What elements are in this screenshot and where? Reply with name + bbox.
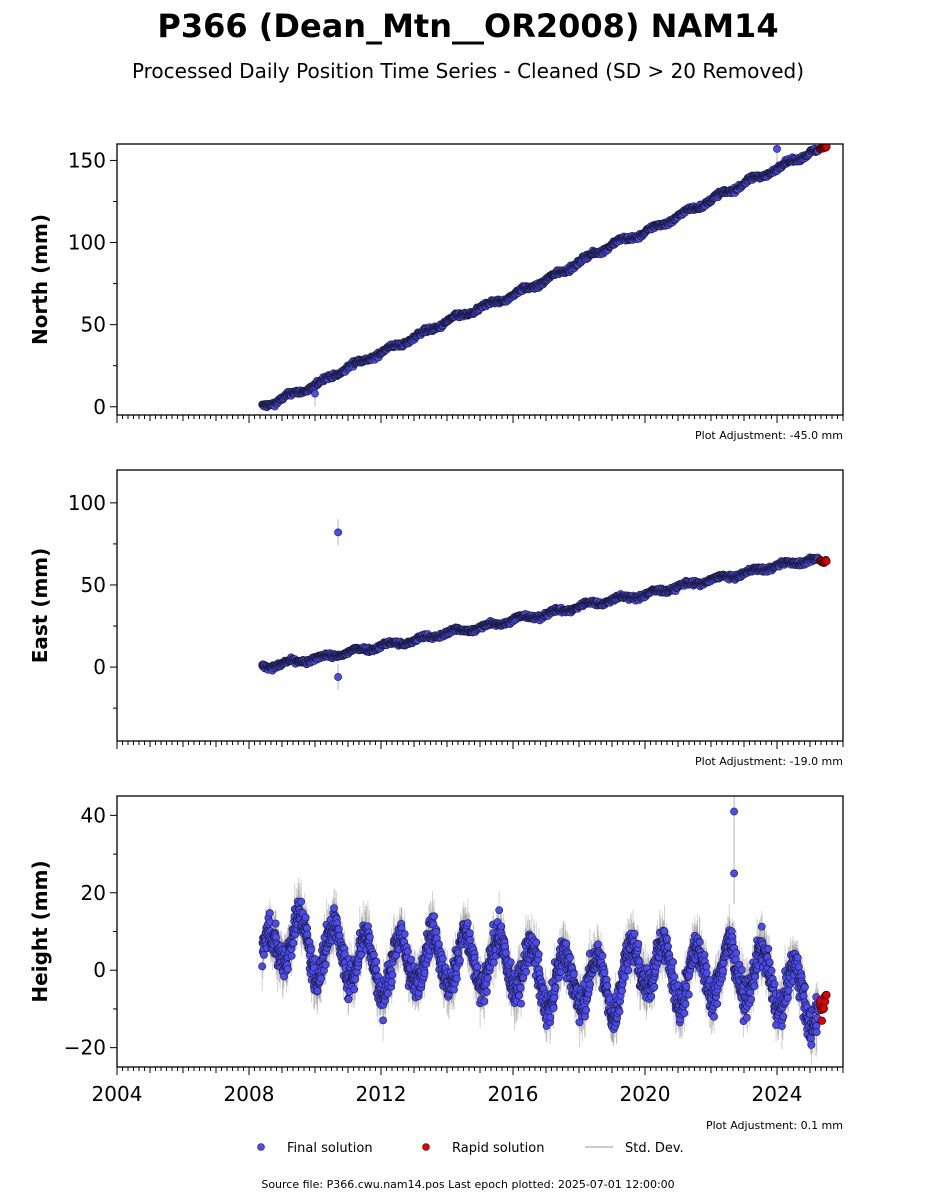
north-axis-label: North (mm) bbox=[28, 214, 52, 345]
outlier-point bbox=[311, 389, 319, 398]
outlier-point bbox=[773, 145, 781, 153]
north-plot-adjustment: Plot Adjustment: -45.0 mm bbox=[695, 429, 843, 442]
y-tick-label: 100 bbox=[68, 231, 106, 255]
y-tick-label: 0 bbox=[93, 395, 106, 419]
north-plot-area bbox=[258, 144, 831, 412]
north-final-solution-points bbox=[258, 144, 823, 412]
north-panel: 0 50 100 150 North (mm) Plot Adjustment: -45.… bbox=[28, 143, 844, 442]
east-std-dev-bars bbox=[261, 519, 819, 691]
figure-subtitle: Processed Daily Position Time Series - C… bbox=[132, 59, 804, 83]
y-tick-label: 50 bbox=[81, 313, 106, 337]
east-final-solution-points bbox=[258, 528, 823, 681]
east-plot-area bbox=[258, 519, 831, 691]
y-tick-label: 150 bbox=[68, 148, 106, 172]
figure-title: P366 (Dean_Mtn__OR2008) NAM14 bbox=[157, 7, 778, 45]
north-rapid-solution-points bbox=[815, 144, 831, 154]
rapid-solution-point bbox=[822, 144, 831, 151]
